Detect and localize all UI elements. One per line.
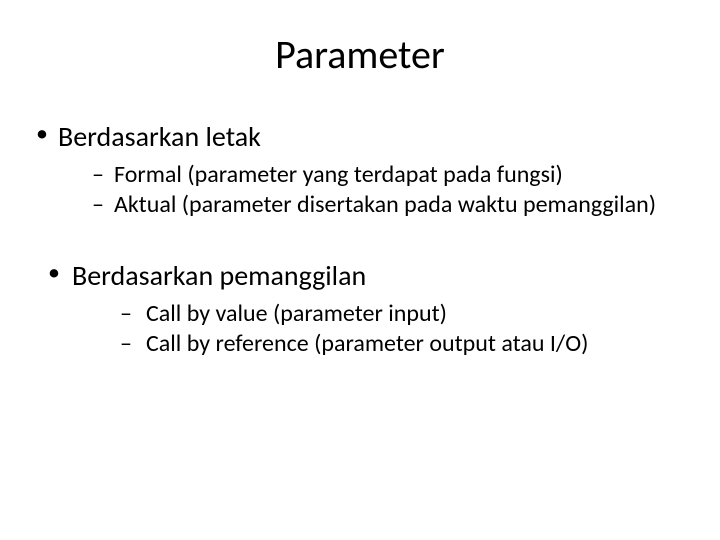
bullet-heading-1: Berdasarkan letak — [58, 119, 261, 154]
sub-bullet-list: Formal (parameter yang terdapat pada fun… — [58, 160, 690, 220]
bullet-item-2-1: Call by value (parameter input) — [146, 299, 447, 328]
sub-bullet-list: Call by value (parameter input) Call by … — [72, 299, 690, 359]
bullet-level2: Formal (parameter yang terdapat pada fun… — [58, 160, 690, 190]
bullet-list: Berdasarkan letak Formal (parameter yang… — [30, 119, 690, 220]
bullet-level2: Call by reference (parameter output atau… — [72, 329, 690, 359]
bullet-item-1-2: Aktual (parameter disertakan pada waktu … — [114, 190, 656, 219]
bullet-item-1-1: Formal (parameter yang terdapat pada fun… — [114, 160, 563, 189]
bullet-item-2-2: Call by reference (parameter output atau… — [146, 329, 588, 358]
bullet-level2: Aktual (parameter disertakan pada waktu … — [58, 190, 690, 220]
bullet-level2: Call by value (parameter input) — [72, 299, 690, 329]
bullet-level1: Berdasarkan letak Formal (parameter yang… — [30, 119, 690, 220]
bullet-level1: Berdasarkan pemanggilan Call by value (p… — [30, 258, 690, 359]
slide-title: Parameter — [30, 30, 690, 79]
bullet-heading-2: Berdasarkan pemanggilan — [72, 258, 366, 293]
bullet-list: Berdasarkan pemanggilan Call by value (p… — [30, 258, 690, 359]
